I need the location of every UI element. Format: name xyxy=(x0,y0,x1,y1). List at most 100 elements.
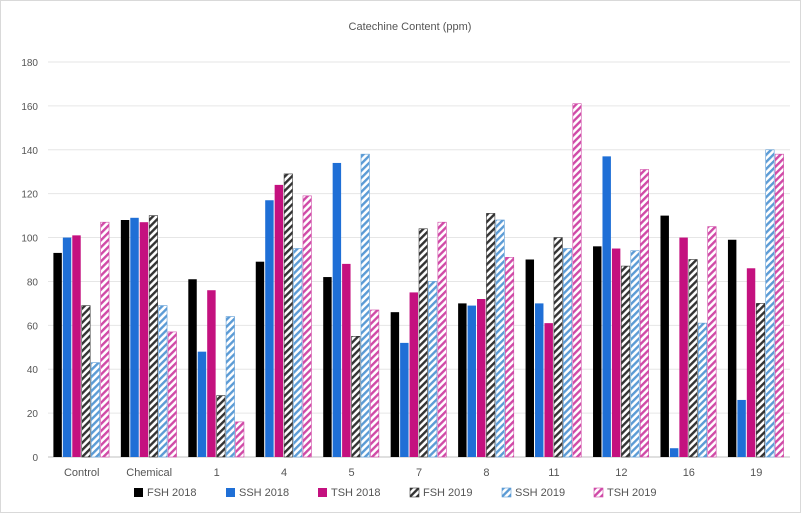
bar-fsh-2018-19 xyxy=(727,239,737,457)
bar-tsh-2018-7 xyxy=(409,292,418,457)
bar-ssh-2019-4 xyxy=(293,248,303,458)
y-tick-label: 120 xyxy=(21,190,38,201)
bar-tsh-2018-8 xyxy=(477,299,486,457)
bar-ssh-2018-control xyxy=(62,237,72,457)
bar-ssh-2018-12 xyxy=(602,156,611,457)
bar-ssh-2019-16 xyxy=(697,322,708,458)
bar-fsh-2019-11 xyxy=(553,237,563,458)
x-tick-label: 1 xyxy=(214,467,220,479)
legend-label: TSH 2019 xyxy=(607,487,657,499)
bar-ssh-2018-5 xyxy=(332,162,342,457)
bar-tsh-2019-11 xyxy=(572,103,582,458)
legend-swatch xyxy=(593,487,604,498)
x-tick-label: 8 xyxy=(483,467,489,479)
y-tick-label: 160 xyxy=(21,102,38,113)
legend-label: SSH 2018 xyxy=(239,487,289,499)
bar-ssh-2019-1 xyxy=(225,316,235,458)
bar-tsh-2019-1 xyxy=(235,421,245,458)
bar-tsh-2018-19 xyxy=(746,268,756,457)
x-tick-label: 12 xyxy=(615,467,627,479)
bar-fsh-2018-11 xyxy=(525,259,535,457)
bar-tsh-2019-8 xyxy=(505,257,515,458)
bar-fsh-2019-5 xyxy=(351,336,361,458)
bar-tsh-2018-control xyxy=(72,235,81,457)
bar-ssh-2018-8 xyxy=(467,305,477,457)
bar-tsh-2019-4 xyxy=(302,195,312,458)
bar-tsh-2019-16 xyxy=(707,226,717,458)
bar-ssh-2018-11 xyxy=(535,303,544,457)
bar-fsh-2018-4 xyxy=(255,261,265,457)
legend-label: SSH 2019 xyxy=(515,487,565,499)
y-tick-label: 40 xyxy=(27,365,39,376)
bar-fsh-2019-19 xyxy=(755,303,766,458)
legend: FSH 2018 SSH 2018 TSH 2018 FSH 2019 SSH 2019… xyxy=(134,487,657,499)
legend-swatch xyxy=(409,487,420,498)
legend-swatch xyxy=(318,488,327,497)
x-tick-label: 5 xyxy=(348,467,354,479)
bar-ssh-2019-chemical xyxy=(158,305,168,458)
bar-tsh-2018-11 xyxy=(544,323,553,457)
legend-swatch xyxy=(501,487,512,498)
x-tick-label: Chemical xyxy=(126,467,172,479)
bar-fsh-2019-chemical xyxy=(148,215,158,458)
bar-tsh-2018-1 xyxy=(207,290,216,457)
bar-tsh-2019-12 xyxy=(639,169,649,458)
bar-tsh-2019-control xyxy=(100,221,110,458)
y-tick-label: 140 xyxy=(21,146,38,157)
bar-fsh-2019-control xyxy=(81,305,91,458)
bar-ssh-2018-4 xyxy=(265,200,274,457)
bar-fsh-2018-7 xyxy=(390,312,400,457)
y-tick-label: 0 xyxy=(32,453,38,464)
bar-tsh-2019-7 xyxy=(437,221,447,458)
bar-ssh-2018-1 xyxy=(197,351,207,457)
bar-ssh-2019-control xyxy=(90,362,100,458)
legend-swatch xyxy=(134,488,143,497)
y-tick-label: 80 xyxy=(27,277,39,288)
bar-ssh-2018-7 xyxy=(400,342,409,457)
bar-tsh-2019-chemical xyxy=(167,331,177,458)
bar-tsh-2018-chemical xyxy=(139,222,149,457)
bar-fsh-2019-4 xyxy=(283,173,293,458)
bar-tsh-2019-5 xyxy=(370,309,380,458)
bar-tsh-2018-12 xyxy=(611,248,621,457)
bar-ssh-2019-12 xyxy=(630,250,640,458)
bar-fsh-2019-12 xyxy=(621,265,631,458)
bar-ssh-2018-16 xyxy=(669,448,679,457)
y-axis: 0 20 40 60 80 100 120 140 160 180 xyxy=(21,58,38,464)
x-tick-label: 7 xyxy=(416,467,422,479)
bar-fsh-2018-chemical xyxy=(120,220,130,457)
bar-fsh-2018-12 xyxy=(593,246,602,457)
y-tick-label: 180 xyxy=(21,58,38,69)
bar-fsh-2019-8 xyxy=(486,213,496,458)
bar-fsh-2018-control xyxy=(53,252,62,457)
bar-fsh-2019-16 xyxy=(688,259,698,458)
bar-ssh-2018-19 xyxy=(737,399,746,457)
bar-ssh-2019-8 xyxy=(495,219,505,458)
y-tick-label: 20 xyxy=(27,409,39,420)
chart-title: Catechine Content (ppm) xyxy=(349,21,472,33)
x-tick-label: 11 xyxy=(548,467,559,479)
x-tick-label: 4 xyxy=(281,467,287,479)
bar-fsh-2018-8 xyxy=(458,303,467,457)
x-tick-label: Control xyxy=(64,467,99,479)
bar-ssh-2019-19 xyxy=(765,149,775,458)
bar-ssh-2019-5 xyxy=(360,153,370,458)
bar-tsh-2018-16 xyxy=(679,237,688,457)
x-axis: Control Chemical 1 4 5 7 8 11 12 16 19 xyxy=(64,467,762,479)
legend-label: TSH 2018 xyxy=(331,487,381,499)
bar-tsh-2018-4 xyxy=(274,184,284,457)
y-tick-label: 60 xyxy=(27,321,39,332)
bar-ssh-2019-7 xyxy=(428,281,438,458)
bar-ssh-2019-11 xyxy=(563,248,573,458)
x-tick-label: 19 xyxy=(750,467,762,479)
legend-label: FSH 2019 xyxy=(423,487,473,499)
bar-fsh-2019-7 xyxy=(418,228,428,458)
legend-label: FSH 2018 xyxy=(147,487,197,499)
bar-fsh-2019-1 xyxy=(216,395,226,458)
bar-fsh-2018-1 xyxy=(188,279,197,457)
bars xyxy=(53,103,784,458)
x-tick-label: 16 xyxy=(683,467,695,479)
bar-tsh-2018-5 xyxy=(342,263,351,457)
